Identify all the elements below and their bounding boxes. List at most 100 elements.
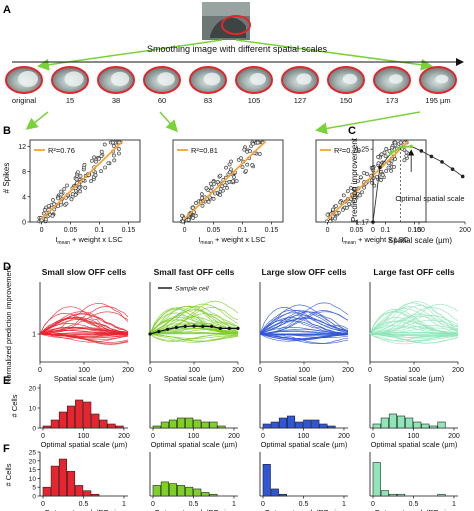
scatter-point [362, 185, 367, 190]
hist-xlabel: Optimal spatial scale (µm) [261, 440, 348, 449]
scatter-point [59, 192, 64, 197]
scatter-point [65, 183, 69, 188]
x-tick-label: 0 [40, 227, 44, 234]
b-xlabel: Imean + weight x LSC [55, 235, 123, 246]
hist-bar [437, 493, 446, 497]
x-tick-label: 1 [232, 501, 236, 508]
scale-label: original [12, 96, 37, 105]
scatter-point [50, 214, 55, 218]
scatter-point [231, 179, 235, 184]
hist-bar [58, 458, 67, 497]
hist-bar [42, 425, 51, 429]
scatter-point [106, 161, 111, 166]
scatter-point [116, 147, 121, 151]
y-tick-label: 15 [29, 467, 37, 474]
scatter-point [96, 156, 101, 161]
hist-bar [396, 415, 406, 429]
x-tick-label: 0 [326, 227, 330, 234]
d-cell-curve [149, 319, 239, 335]
scatter-point [43, 208, 48, 213]
scatter-point [117, 151, 121, 156]
scatter-point [245, 149, 250, 154]
scatter-point [180, 213, 184, 218]
hist-bar [270, 421, 279, 429]
scatter-point [392, 165, 396, 169]
scatter-point [93, 173, 98, 177]
hist-xlabel: Opt. spat. scale/RF size [154, 508, 234, 511]
d-cell-curve [149, 306, 239, 335]
d-cell-curve [369, 302, 459, 335]
x-tick-label: 200 [122, 367, 134, 374]
d-cell-curve [369, 306, 459, 335]
scatter-point [191, 216, 195, 220]
b-arrow-1 [25, 111, 49, 130]
hist-bar [83, 401, 92, 429]
hist-bar [168, 483, 177, 497]
c-xlabel: Spatial scale (µm) [388, 236, 453, 245]
thumbnail-highlight [64, 71, 84, 87]
scatter-point [341, 193, 346, 198]
d-cell-curve [369, 308, 459, 335]
scatter-point [351, 199, 356, 204]
scatter-point [244, 168, 248, 173]
scatter-point [255, 140, 260, 145]
x-tick-label: 100 [413, 227, 425, 234]
scale-label: 195 µm [425, 96, 450, 105]
hist-bar [286, 415, 296, 429]
thumbnail-highlight [157, 72, 175, 86]
scatter-point [99, 169, 103, 174]
d-cell-curve [149, 332, 238, 335]
hist-bar [278, 417, 287, 429]
x-tick-label: 100 [188, 433, 200, 440]
x-tick-label: 0 [261, 501, 265, 508]
thumbnail-highlight [296, 73, 312, 85]
scatter-point [386, 161, 391, 166]
hist-bar [168, 419, 177, 429]
x-tick-label: 200 [338, 433, 350, 440]
d-panel-title: Large slow OFF cells [261, 267, 346, 277]
r2-label: R²=0.76 [48, 146, 75, 155]
x-tick-label: 0 [148, 367, 152, 374]
scatter-point [208, 188, 213, 193]
c-point [378, 165, 382, 170]
hist-bar [91, 493, 100, 497]
scatter-point [213, 191, 217, 196]
scale-label: 105 [248, 96, 261, 105]
x-tick-label: 200 [342, 367, 354, 374]
hist-bar [262, 423, 271, 429]
hist-bar [388, 413, 397, 429]
scatter-point [92, 155, 97, 160]
hist-bar [372, 462, 381, 497]
fit-line [40, 140, 124, 220]
b-xlabel: Imean + weight x LSC [198, 235, 266, 246]
scatter-point [51, 198, 55, 202]
scatter-point [376, 161, 381, 166]
d-cell-curve [259, 302, 349, 335]
scatter-point [99, 154, 104, 159]
y-tick-label: 20 [29, 386, 37, 393]
scatter-point [251, 142, 255, 146]
panel-label-e: E [3, 375, 10, 387]
x-tick-label: 1 [452, 501, 456, 508]
scale-label: 127 [294, 96, 307, 105]
hist-bar [66, 405, 76, 429]
x-tick-label: 100 [298, 433, 310, 440]
hist-bar [160, 421, 169, 429]
d-cell-curve [369, 315, 459, 335]
x-tick-label: 0.05 [207, 227, 221, 234]
thumbnail-highlight [435, 74, 449, 84]
d-xlabel: Spatial scale (µm) [274, 374, 335, 383]
hist-bar [372, 423, 381, 429]
x-tick-label: 100 [78, 367, 90, 374]
sample-legend-label: Sample cell [175, 286, 209, 293]
scatter-point [357, 193, 362, 198]
c-ylabel: Prediction improvement [350, 137, 359, 222]
scatter-point [356, 179, 360, 184]
scale-label: 173 [386, 96, 399, 105]
c-point [388, 151, 393, 156]
hist-bar [278, 493, 287, 497]
x-tick-label: 0 [261, 433, 265, 440]
y-tick-label: 1.25 [355, 147, 369, 154]
d-cell-curve [259, 312, 349, 335]
